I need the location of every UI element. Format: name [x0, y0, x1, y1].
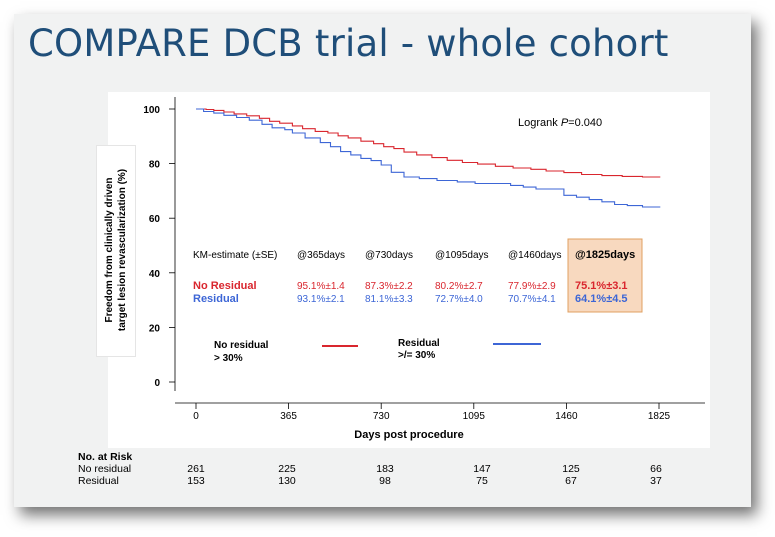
- y-tick-label: 20: [149, 323, 161, 334]
- at-risk-value: 37: [650, 475, 662, 487]
- km-value: 81.1%±3.3: [365, 294, 413, 305]
- km-value: 93.1%±2.1: [297, 294, 345, 305]
- y-axis-label-box: [97, 146, 135, 356]
- at-risk-value: 67: [565, 475, 577, 487]
- km-value: 95.1%±1.4: [297, 281, 345, 292]
- x-axis-label: Days post procedure: [354, 429, 463, 441]
- at-risk-value: 183: [376, 463, 394, 475]
- km-value: 72.7%±4.0: [435, 294, 483, 305]
- at-risk-value: 66: [650, 463, 662, 475]
- legend-residual-label: >/= 30%: [398, 350, 435, 361]
- km-value: 87.3%±2.2: [365, 281, 413, 292]
- legend-no-residual-label: > 30%: [214, 353, 243, 364]
- km-column-header: @730days: [365, 250, 413, 261]
- slide-title: COMPARE DCB trial - whole cohort: [28, 22, 669, 65]
- at-risk-table: No. at Risk No residual 261 225 183 147 125 66 R…: [68, 448, 708, 490]
- km-column-header: @1825days: [575, 249, 635, 261]
- y-tick-label: 100: [143, 105, 160, 116]
- at-risk-value: 75: [476, 475, 488, 487]
- at-risk-value: 225: [278, 463, 296, 475]
- legend-no-residual-label: No residual: [214, 340, 269, 351]
- y-tick-label: 80: [149, 160, 161, 171]
- legend-residual-label: Residual: [398, 338, 440, 349]
- y-axis-label: Freedom from clinically driven target les…: [104, 169, 128, 331]
- km-header-label: KM-estimate (±SE): [193, 250, 277, 261]
- km-value: 70.7%±4.1: [508, 294, 556, 305]
- at-risk-title: No. at Risk: [78, 451, 133, 463]
- no-residual-curve: [196, 108, 661, 178]
- y-tick-label: 60: [149, 214, 161, 225]
- at-risk-row-label: Residual: [78, 475, 119, 487]
- km-column-header: @1460days: [508, 250, 562, 261]
- x-tick-label: 0: [193, 411, 199, 422]
- km-value: 80.2%±2.7: [435, 281, 483, 292]
- residual-curve: [196, 108, 661, 208]
- km-value: 75.1%±3.1: [575, 280, 628, 292]
- at-risk-value: 147: [473, 463, 491, 475]
- km-column-header: @1095days: [435, 250, 489, 261]
- km-row-label-no-residual: No Residual: [193, 280, 257, 292]
- logrank-annotation: Logrank P=0.040: [518, 117, 602, 129]
- at-risk-value: 125: [562, 463, 580, 475]
- km-value: 77.9%±2.9: [508, 281, 556, 292]
- km-value: 64.1%±4.5: [575, 293, 628, 305]
- x-tick-label: 365: [280, 411, 297, 422]
- km-highlight-box: [567, 238, 643, 313]
- at-risk-value: 130: [278, 475, 296, 487]
- x-tick-label: 1825: [648, 411, 671, 422]
- x-tick-label: 1095: [463, 411, 486, 422]
- at-risk-value: 153: [187, 475, 205, 487]
- y-tick-label: 40: [149, 269, 161, 280]
- at-risk-row-label: No residual: [78, 463, 132, 475]
- at-risk-value: 98: [379, 475, 391, 487]
- km-column-header: @365days: [297, 250, 345, 261]
- at-risk-value: 261: [187, 463, 205, 475]
- x-tick-label: 1460: [555, 411, 578, 422]
- x-tick-label: 730: [373, 411, 390, 422]
- km-row-label-residual: Residual: [193, 293, 239, 305]
- y-tick-label: 0: [154, 378, 160, 389]
